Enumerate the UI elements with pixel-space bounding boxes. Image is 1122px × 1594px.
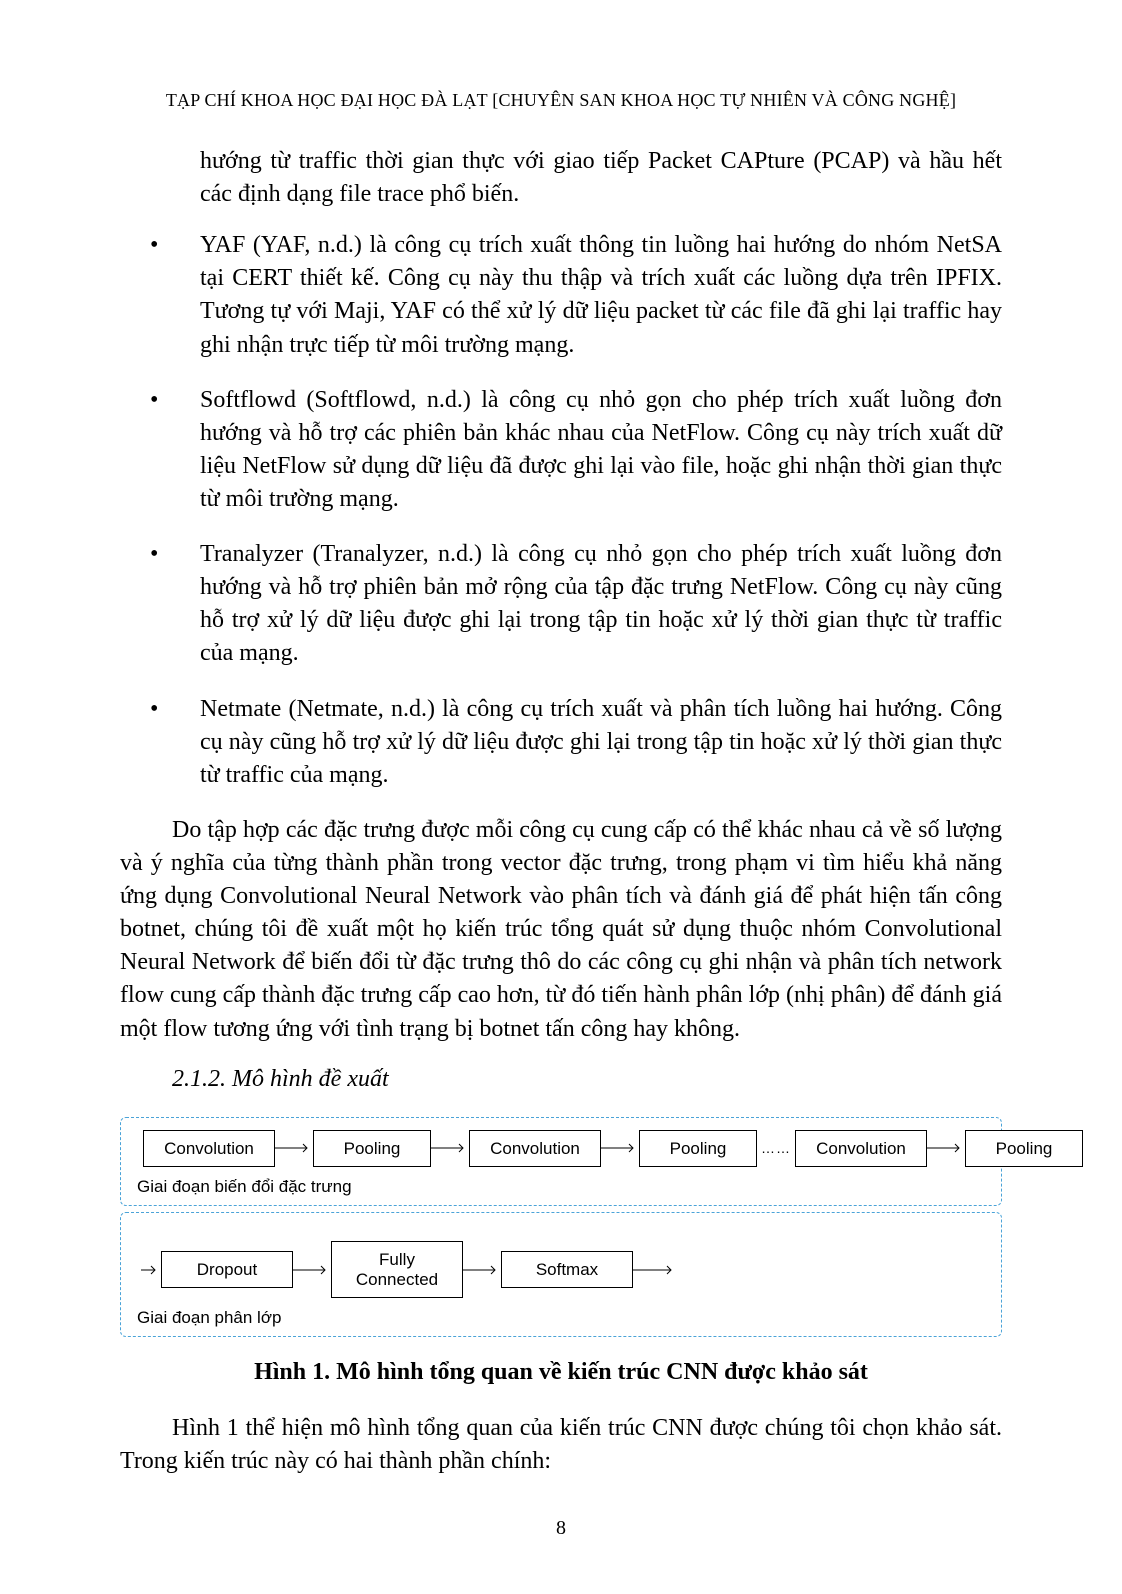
arrow-icon xyxy=(275,1139,313,1157)
page-number: 8 xyxy=(0,1517,1122,1540)
node-dropout: Dropout xyxy=(161,1251,293,1289)
arrow-icon xyxy=(431,1139,469,1157)
arrow-icon xyxy=(293,1261,331,1279)
figure-caption: Hình 1. Mô hình tổng quan về kiến trúc C… xyxy=(120,1359,1002,1386)
node-pooling: Pooling xyxy=(639,1130,757,1168)
node-pooling: Pooling xyxy=(965,1130,1083,1168)
closing-paragraph: Hình 1 thể hiện mô hình tổng quan của ki… xyxy=(120,1412,1002,1478)
arrow-icon xyxy=(633,1261,677,1279)
node-convolution: Convolution xyxy=(795,1130,927,1168)
node-convolution: Convolution xyxy=(143,1130,275,1168)
node-softmax: Softmax xyxy=(501,1251,633,1289)
list-item: Netmate (Netmate, n.d.) là công cụ trích… xyxy=(120,693,1002,792)
arrow-icon xyxy=(601,1139,639,1157)
stage-feature-transform: Convolution Pooling Convolution Pooling … xyxy=(120,1117,1002,1207)
figure-cnn-architecture: Convolution Pooling Convolution Pooling … xyxy=(120,1117,1002,1338)
list-item: Softflowd (Softflowd, n.d.) là công cụ n… xyxy=(120,384,1002,516)
node-fully-connected: Fully Connected xyxy=(331,1241,463,1298)
list-item: YAF (YAF, n.d.) là công cụ trích xuất th… xyxy=(120,229,1002,361)
journal-header: TẠP CHÍ KHOA HỌC ĐẠI HỌC ĐÀ LẠT [CHUYÊN … xyxy=(120,90,1002,111)
stage-label: Giai đoạn phân lớp xyxy=(135,1308,987,1328)
arrow-icon xyxy=(463,1261,501,1279)
arrow-icon xyxy=(141,1261,159,1279)
stage-label: Giai đoạn biến đổi đặc trưng xyxy=(135,1177,987,1197)
summary-paragraph: Do tập hợp các đặc trưng được mỗi công c… xyxy=(120,814,1002,1046)
subsection-heading: 2.1.2. Mô hình đề xuất xyxy=(172,1066,1002,1093)
node-convolution: Convolution xyxy=(469,1130,601,1168)
arrow-icon xyxy=(927,1139,965,1157)
ellipsis: …… xyxy=(757,1140,795,1156)
list-item: Tranalyzer (Tranalyzer, n.d.) là công cụ… xyxy=(120,538,1002,670)
node-pooling: Pooling xyxy=(313,1130,431,1168)
stage-classification: Dropout Fully Connected Softmax Giai đoạ… xyxy=(120,1212,1002,1337)
lead-fragment: hướng từ traffic thời gian thực với giao… xyxy=(120,145,1002,211)
bullet-list: YAF (YAF, n.d.) là công cụ trích xuất th… xyxy=(120,229,1002,792)
